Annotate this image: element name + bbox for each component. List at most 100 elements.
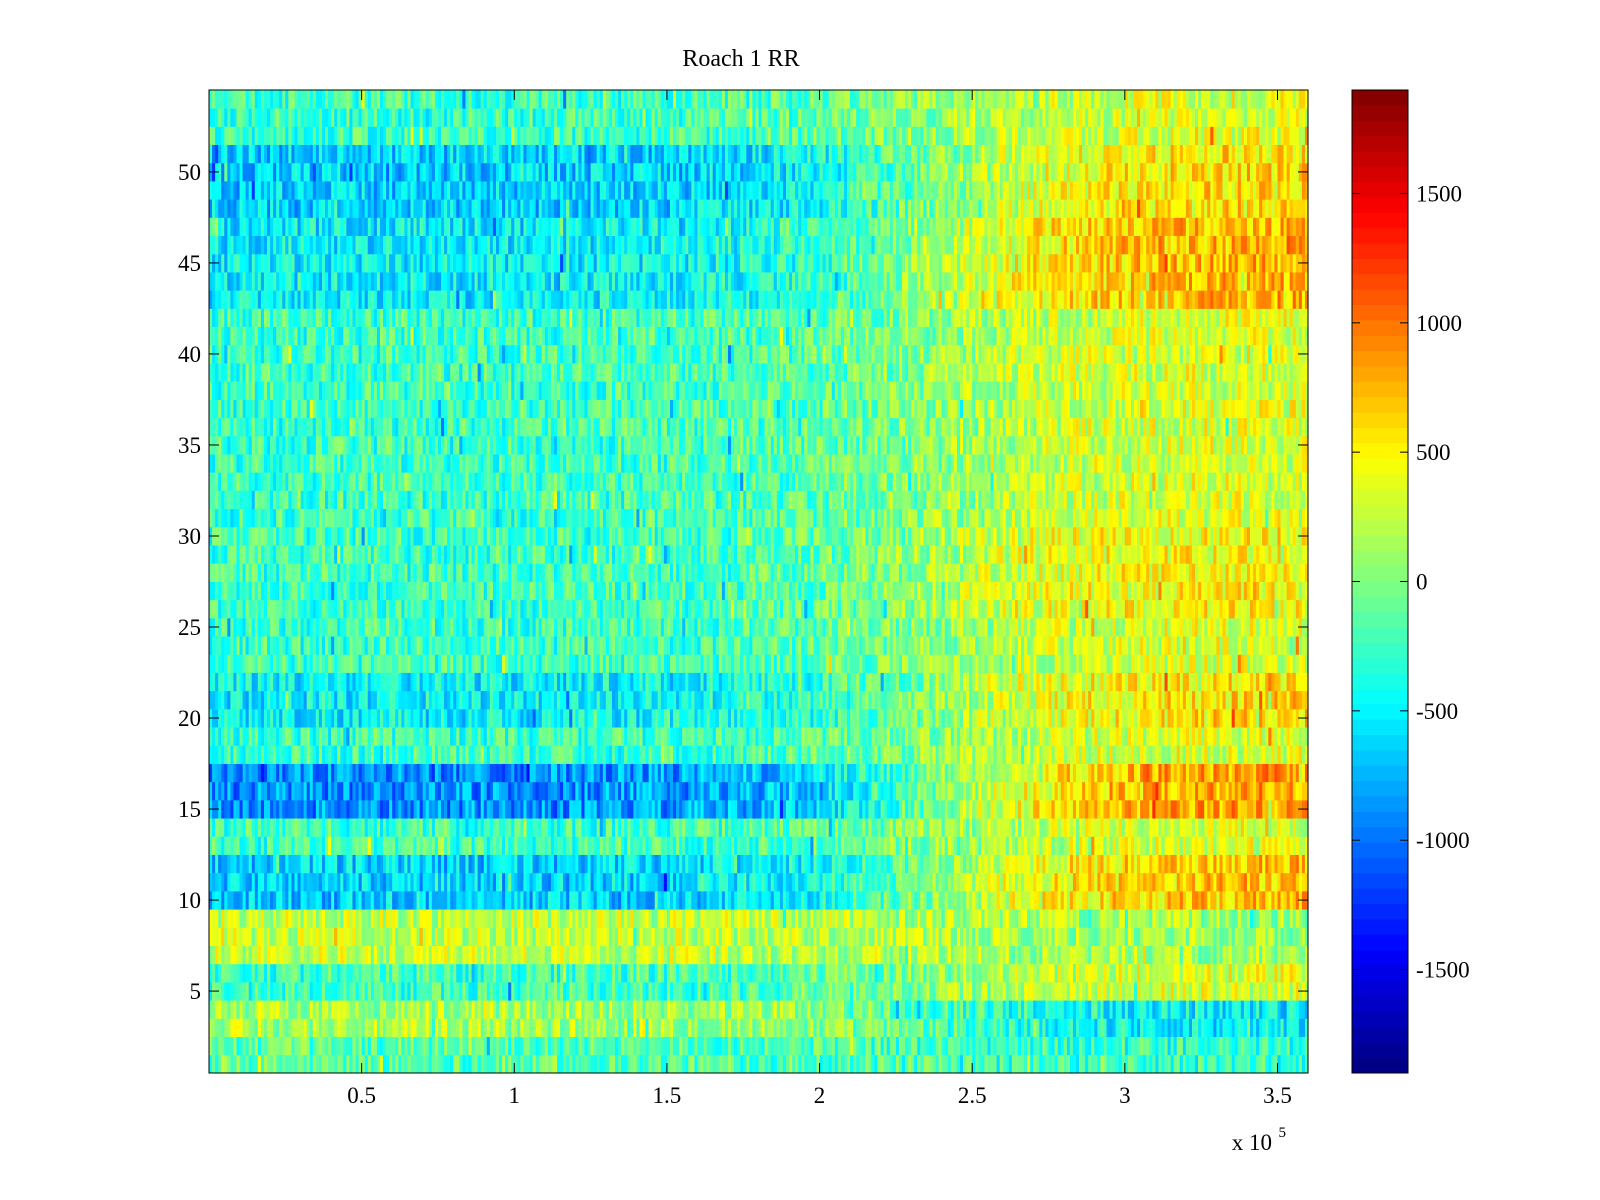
heatmap-cell [1011, 1036, 1016, 1056]
heatmap-cell [242, 1036, 247, 1056]
heatmap-cell [340, 1018, 344, 1037]
heatmap-cell [532, 1036, 537, 1056]
heatmap-cell [325, 1054, 329, 1074]
heatmap-cell [856, 1036, 860, 1056]
heatmap-cell [581, 1036, 586, 1056]
heatmap-cell [444, 1036, 448, 1056]
heatmap-cell [1262, 1018, 1266, 1037]
heatmap-cell [279, 1036, 283, 1056]
heatmap-cell [810, 1036, 815, 1056]
heatmap-cell [608, 1018, 613, 1037]
heatmap-cell [743, 1054, 747, 1074]
heatmap-cell [1069, 1018, 1074, 1037]
heatmap-cell [273, 1018, 277, 1037]
heatmap-cell [676, 1036, 680, 1056]
heatmap-cell [367, 1054, 372, 1074]
heatmap-cell [370, 1054, 375, 1074]
heatmap-cell [727, 1036, 732, 1056]
heatmap-cell [731, 1018, 735, 1037]
heatmap-cell [1204, 1036, 1208, 1056]
heatmap-cell [694, 1018, 699, 1037]
heatmap-cell [981, 1036, 985, 1056]
heatmap-cell [990, 1036, 995, 1056]
heatmap-cell [621, 1036, 625, 1056]
heatmap-cell [1176, 1036, 1181, 1056]
heatmap-cell [587, 1018, 592, 1037]
heatmap-cell [450, 1018, 454, 1037]
heatmap-cell [895, 1036, 900, 1056]
heatmap-cell [1289, 1018, 1294, 1037]
heatmap-cell [1085, 1036, 1089, 1056]
heatmap-cell [932, 1018, 937, 1037]
heatmap-cell [294, 1000, 299, 1019]
heatmap-cell [859, 1036, 863, 1056]
heatmap-cell [1295, 1036, 1300, 1056]
heatmap-cell [1256, 1054, 1260, 1074]
heatmap-cell [993, 1036, 998, 1056]
heatmap-cell [639, 1018, 644, 1037]
heatmap-cell [233, 1054, 238, 1074]
heatmap-cell [1286, 1054, 1291, 1074]
heatmap-cell [1201, 1036, 1205, 1056]
heatmap-cell [1201, 1054, 1205, 1074]
heatmap-cell [953, 1054, 958, 1074]
heatmap-cell [1170, 1018, 1175, 1037]
heatmap-cell [1195, 1036, 1199, 1056]
heatmap-cell [212, 1018, 216, 1037]
heatmap-cell [752, 1036, 757, 1056]
heatmap-cell [908, 1018, 912, 1037]
heatmap-cell [263, 1018, 268, 1037]
heatmap-cell [413, 1054, 418, 1074]
heatmap-cell [914, 1036, 918, 1056]
heatmap-cell [230, 1036, 235, 1056]
heatmap-cell [386, 1018, 390, 1037]
heatmap-cell [941, 1054, 946, 1074]
heatmap-cell [218, 1000, 222, 1019]
heatmap-cell [389, 1018, 393, 1037]
heatmap-cell [404, 1036, 409, 1056]
heatmap-cell [605, 1054, 610, 1074]
heatmap-cell [1115, 1018, 1120, 1037]
heatmap-cell [746, 1036, 750, 1056]
heatmap-cell [944, 1054, 949, 1074]
heatmap-cell [538, 1054, 543, 1074]
heatmap-cell [914, 1018, 918, 1037]
heatmap-cell [715, 1018, 720, 1037]
heatmap-cell [413, 1018, 418, 1037]
heatmap-cell [297, 1054, 302, 1074]
heatmap-cell [462, 1054, 467, 1074]
heatmap-cell [975, 1018, 979, 1037]
heatmap-cell [1301, 1054, 1306, 1074]
heatmap-cell [355, 1018, 360, 1037]
heatmap-cell [761, 1018, 766, 1037]
heatmap-cell [1143, 1018, 1147, 1037]
heatmap-cell [1054, 1018, 1059, 1037]
heatmap-cell [233, 1018, 238, 1037]
heatmap-cell [398, 1018, 402, 1037]
heatmap-cell [782, 1018, 787, 1037]
heatmap-cell [776, 1018, 781, 1037]
heatmap-cell [471, 1054, 476, 1074]
heatmap-cell [282, 1000, 286, 1019]
heatmap-cell [590, 1018, 595, 1037]
heatmap-cell [1152, 1036, 1156, 1056]
heatmap-cell [303, 1054, 308, 1074]
heatmap-cell [917, 1018, 921, 1037]
heatmap-cell [541, 1054, 546, 1074]
heatmap-cell [935, 1054, 940, 1074]
heatmap-cell [532, 1018, 537, 1037]
heatmap-cell [880, 1054, 885, 1074]
heatmap-cell [245, 1036, 250, 1056]
heatmap-cell [1082, 1036, 1086, 1056]
heatmap-cell [422, 1018, 427, 1037]
heatmap-cell [285, 1000, 289, 1019]
heatmap-cell [230, 1000, 235, 1019]
heatmap-cell [419, 1018, 424, 1037]
heatmap-cell [1133, 1036, 1138, 1056]
heatmap-cell [276, 1000, 280, 1019]
heatmap-cell [688, 1036, 692, 1056]
heatmap-cell [651, 1054, 656, 1074]
heatmap-cell [239, 1036, 244, 1056]
heatmap-cell [575, 1018, 579, 1037]
